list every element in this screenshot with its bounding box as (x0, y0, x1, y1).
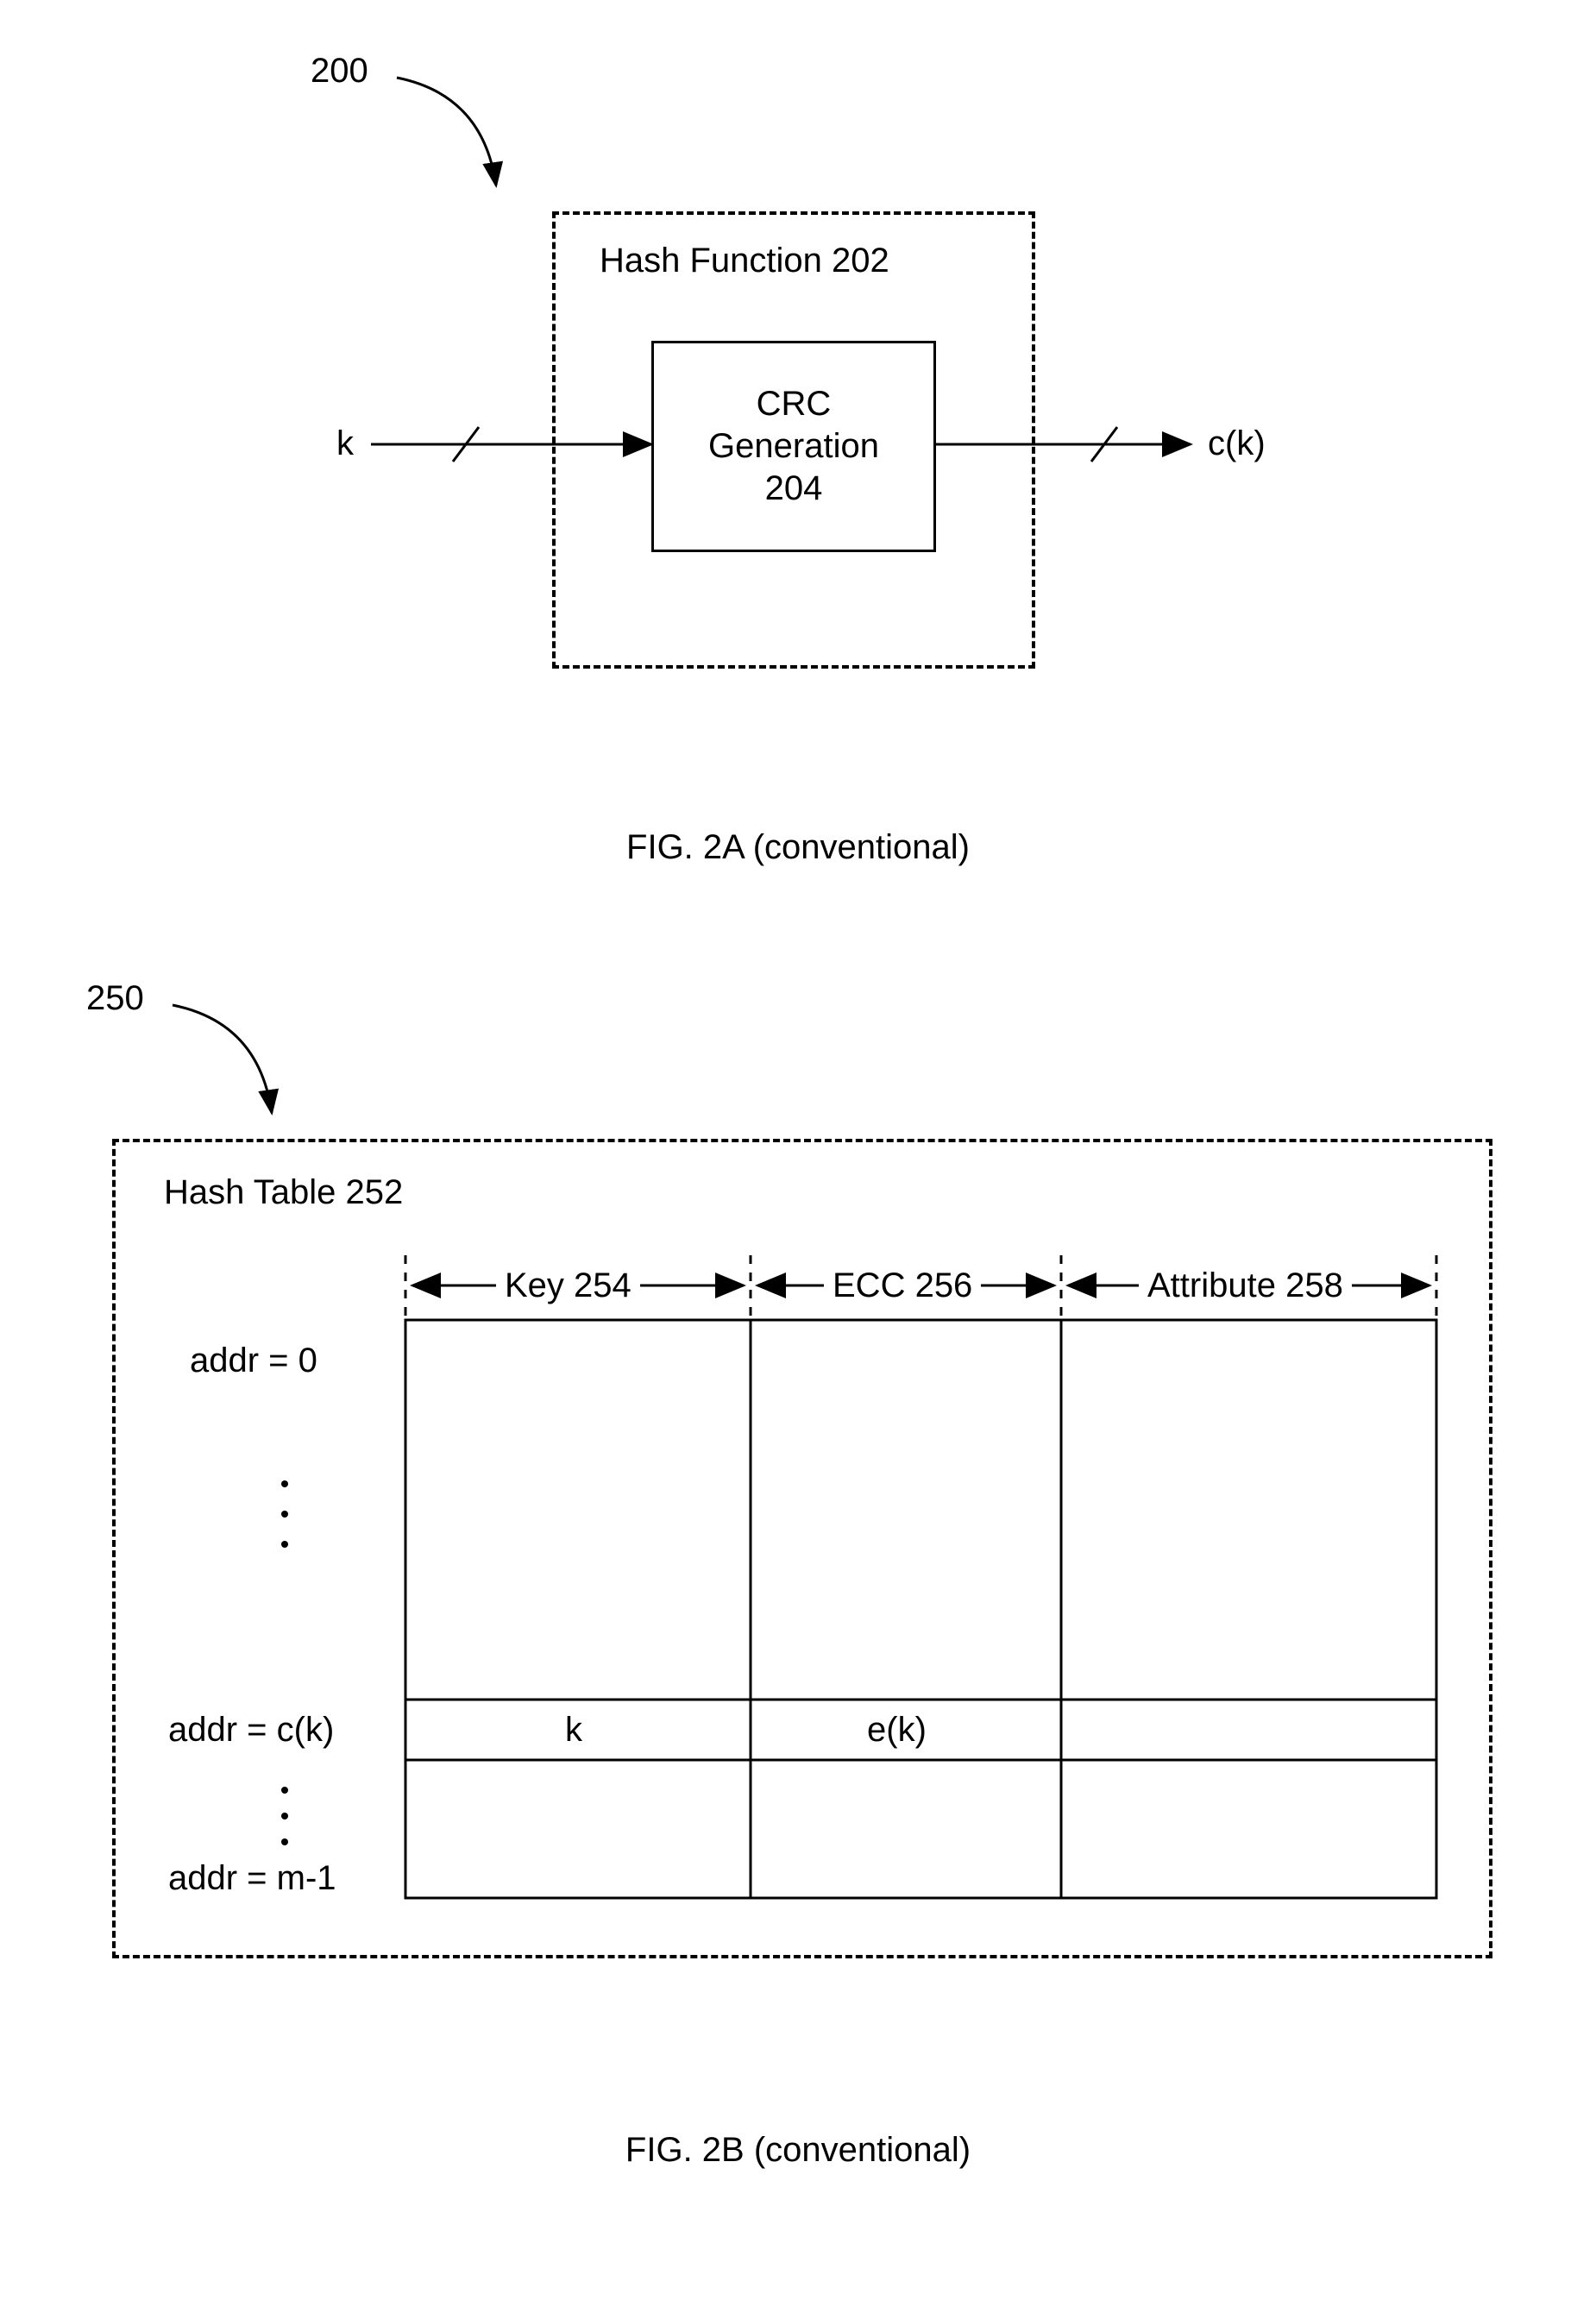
page: 200 Hash Function 202 CRC Generation 204… (0, 0, 1596, 2319)
figB-cell-k: k (565, 1711, 582, 1750)
figB-caption: FIG. 2B (conventional) (0, 2131, 1596, 2170)
figB-row-addr-m1: addr = m-1 (168, 1859, 336, 1898)
figB-ellipsis-2 (0, 0, 1596, 2319)
figB-cell-ek: e(k) (867, 1711, 927, 1750)
